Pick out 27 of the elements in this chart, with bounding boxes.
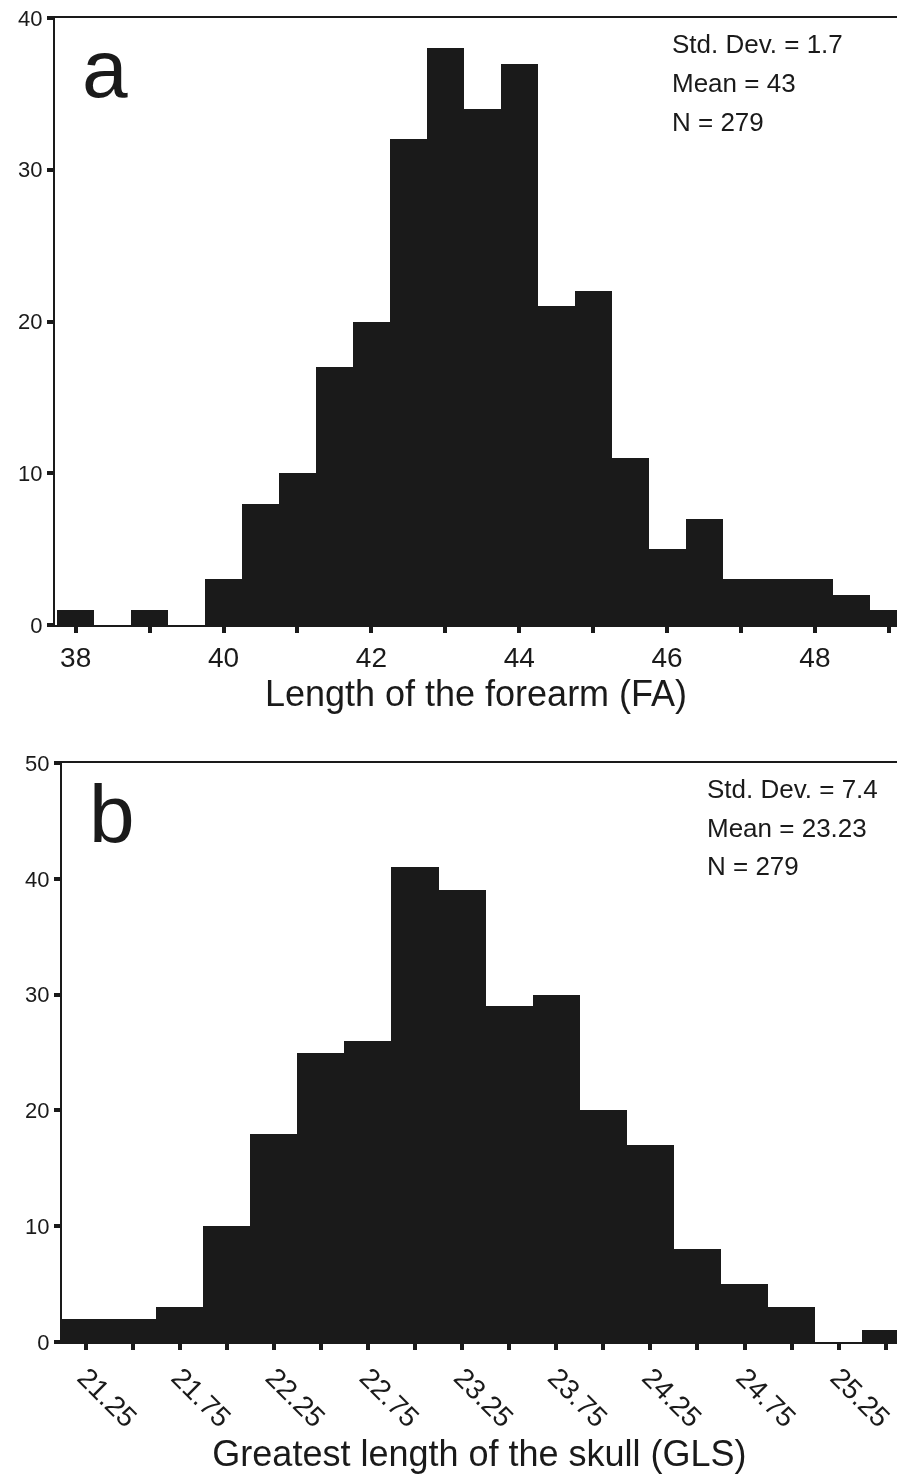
annotation: Mean = 43 [672, 68, 796, 98]
annotation: Mean = 23.23 [707, 813, 867, 843]
x-tick-label: 44 [503, 641, 535, 673]
x-tick-label: 40 [207, 641, 240, 673]
y-tick-label: 20 [25, 1098, 50, 1124]
x-axis-title: Greatest length of the skull (GLS) [212, 1433, 747, 1474]
annotation: a [82, 23, 128, 114]
x-tick-label: 42 [355, 641, 387, 673]
y-tick-label: 30 [18, 157, 43, 183]
y-tick-label: 10 [18, 460, 43, 486]
y-tick-label: 0 [37, 1329, 50, 1355]
annotation: Std. Dev. = 7.4 [707, 774, 878, 804]
x-axis-title: Length of the forearm (FA) [264, 672, 688, 714]
y-tick-label: 20 [18, 309, 43, 335]
annotation: N = 279 [672, 107, 764, 137]
x-tick-label: 38 [60, 641, 92, 673]
x-tick-label: 48 [799, 641, 831, 673]
y-tick-label: 50 [25, 750, 50, 776]
x-tick-label: 46 [651, 641, 683, 673]
annotation: b [89, 768, 135, 859]
annotation: Std. Dev. = 1.7 [672, 29, 843, 59]
y-tick-label: 10 [25, 1213, 50, 1239]
y-tick-label: 40 [18, 5, 43, 31]
annotation: N = 279 [707, 851, 799, 881]
y-tick-label: 0 [30, 612, 43, 638]
y-tick-label: 40 [25, 866, 50, 892]
y-tick-label: 30 [25, 982, 50, 1008]
